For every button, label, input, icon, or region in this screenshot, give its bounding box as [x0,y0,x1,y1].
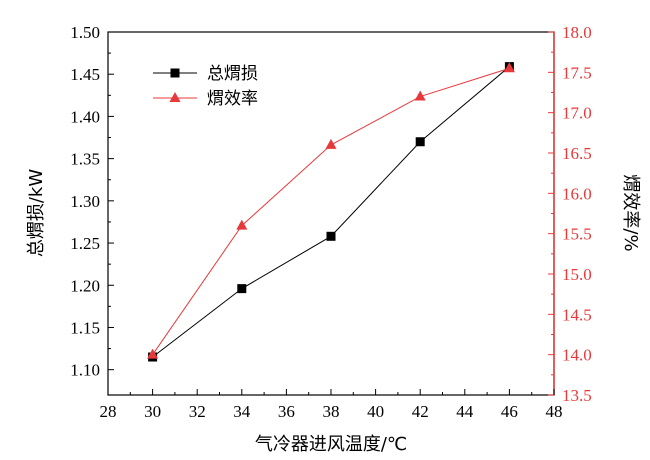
x-tick-label: 46 [501,402,518,421]
y-right-tick-label: 13.5 [562,386,592,405]
legend-label-efficiency: 煟效率 [207,89,258,109]
y-right-tick-label: 15.5 [562,225,592,244]
y-left-tick-label: 1.10 [70,361,100,380]
y-axis-right: 13.5 14.0 14.5 15.0 15.5 16.0 16.5 17.0 17.5 18.0 [548,23,592,405]
series-layer [147,62,515,362]
plot-frame [107,31,555,396]
x-tick-label: 44 [456,402,474,421]
y-left-tick-label: 1.20 [70,276,100,295]
y-left-tick-label: 1.45 [70,65,100,84]
data-point-triangle [325,138,337,149]
y-axis-left-title: 总煟损/kW [26,169,47,257]
data-point-triangle [414,90,426,101]
x-tick-label: 38 [323,402,340,421]
data-point-square [326,231,336,241]
data-point-square [415,137,425,147]
x-tick-label: 42 [412,402,429,421]
legend-item-efficiency: 煟效率 [153,89,258,109]
y-right-tick-label: 17.0 [562,104,592,123]
legend-item-total: 总煟损 [153,64,258,84]
x-tick-label: 34 [233,402,251,421]
y-right-tick-label: 14.5 [562,305,592,324]
y-axis-left: 1.10 1.15 1.20 1.25 1.30 1.35 1.40 1.45 1.50 [70,23,114,380]
y-right-tick-label: 17.5 [562,63,592,82]
x-axis-title: 气冷器进风温度/℃ [255,434,407,455]
y-right-tick-label: 16.5 [562,144,592,163]
x-tick-label: 36 [278,402,295,421]
y-left-tick-label: 1.40 [70,107,100,126]
legend: 总煟损 煟效率 [153,64,258,109]
y-right-tick-label: 18.0 [562,23,592,42]
legend-marker-square [170,68,180,78]
series-line-0 [152,66,510,358]
y-left-tick-label: 1.30 [70,192,100,211]
x-tick-label: 30 [144,402,161,421]
data-point-triangle [236,219,248,230]
x-tick-label: 40 [367,402,384,421]
y-left-tick-label: 1.50 [70,23,100,42]
y-left-tick-label: 1.25 [70,234,100,253]
y-axis-right-title: 煟效率/% [620,174,641,251]
x-tick-label: 28 [100,402,117,421]
data-point-square [237,284,247,294]
legend-marker-triangle [169,92,181,102]
data-point-triangle [503,62,515,73]
x-axis: 28 30 32 34 36 38 40 42 44 46 48 [100,389,563,421]
data-point-triangle [147,348,159,359]
y-right-tick-label: 15.0 [562,265,592,284]
legend-label-total: 总煟损 [207,64,258,84]
y-right-tick-label: 16.0 [562,184,592,203]
y-left-tick-label: 1.15 [70,318,100,337]
x-tick-label: 32 [189,402,206,421]
y-left-tick-label: 1.35 [70,150,100,169]
y-right-tick-label: 14.0 [562,346,592,365]
x-tick-label: 48 [546,402,563,421]
